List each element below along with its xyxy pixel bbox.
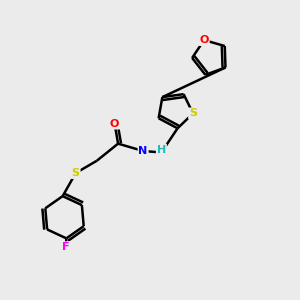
Text: O: O [110,118,119,129]
Text: S: S [72,168,80,178]
Text: H: H [157,145,166,154]
Text: O: O [200,35,209,45]
Text: F: F [62,242,70,252]
Text: S: S [189,108,197,118]
Text: N: N [139,146,148,156]
